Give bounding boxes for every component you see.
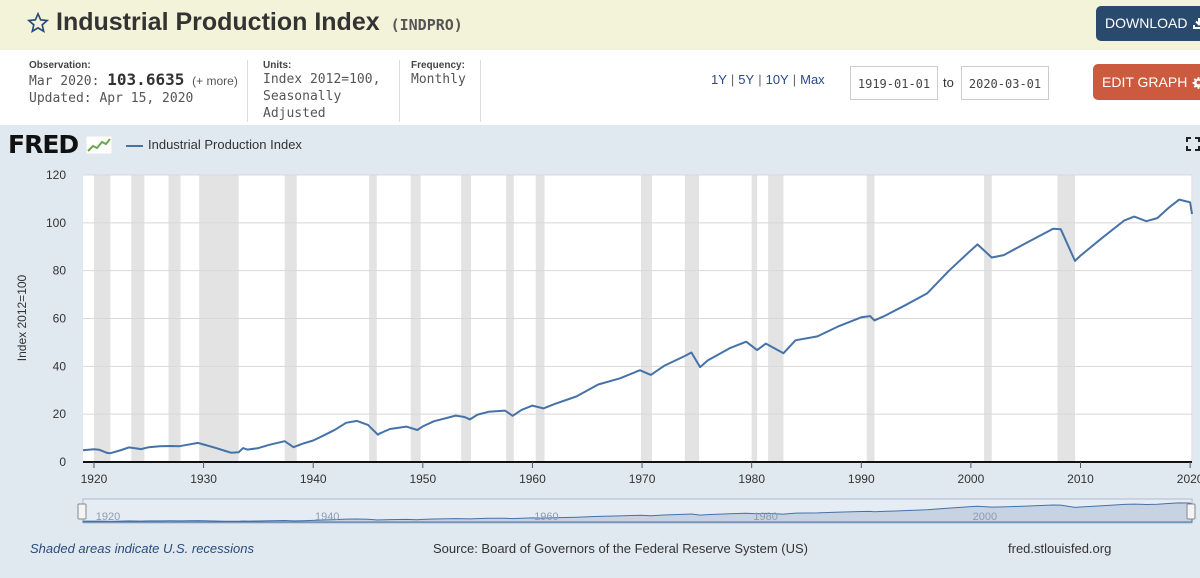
fred-chart-logo-icon [85,135,113,155]
source-text: Source: Board of Governors of the Federa… [433,541,808,556]
observation-line: Mar 2020: 103.6635 (+ more) [29,71,247,90]
graph-panel [0,125,1200,578]
edit-graph-label: EDIT GRAPH [1102,74,1188,90]
download-label: DOWNLOAD [1105,15,1188,31]
observation-more-link[interactable]: (+ more) [192,74,238,88]
end-date-input[interactable]: 2020-03-01 [961,66,1049,100]
fullscreen-icon[interactable] [1186,137,1200,151]
fred-logo-text: FRED [8,130,79,159]
observation-value: 103.6635 [107,70,185,89]
download-button[interactable]: DOWNLOAD [1096,6,1200,41]
page-title: Industrial Production Index (INDPRO) [56,8,463,37]
date-to-label: to [943,75,954,90]
recession-note: Shaded areas indicate U.S. recessions [30,541,255,556]
frequency-panel: Frequency: Monthly [411,60,481,122]
observation-date: Mar 2020: [29,74,100,89]
download-icon [1193,18,1200,29]
range-max[interactable]: Max [800,72,825,87]
frequency-label: Frequency: [411,60,465,71]
units-line1: Index 2012=100, [263,72,381,87]
legend-label: Industrial Production Index [148,137,302,152]
range-1y[interactable]: 1Y [711,72,727,87]
range-10y[interactable]: 10Y [765,72,789,87]
legend-swatch [126,145,143,147]
updated-date: Updated: Apr 15, 2020 [29,91,194,106]
gear-icon [1192,77,1200,89]
range-links: 1Y | 5Y | 10Y | Max [711,72,825,87]
units-panel: Units: Index 2012=100, Seasonally Adjust… [263,60,400,122]
edit-graph-button[interactable]: EDIT GRAPH [1093,64,1200,100]
units-label: Units: [263,60,292,71]
observation-label: Observation: [29,60,91,71]
series-title: Industrial Production Index [56,8,380,36]
site-link[interactable]: fred.stlouisfed.org [1008,541,1112,556]
fred-logo: FRED [8,130,113,159]
series-id: (INDPRO) [390,16,463,34]
title-bar [0,0,1200,50]
frequency-value: Monthly [411,72,466,87]
units-line2: Seasonally Adjusted [263,89,342,121]
range-5y[interactable]: 5Y [738,72,755,87]
start-date-input[interactable]: 1919-01-01 [850,66,938,100]
observation-panel: Observation: Mar 2020: 103.6635 (+ more)… [29,60,248,122]
favorite-star-icon[interactable] [27,12,49,34]
